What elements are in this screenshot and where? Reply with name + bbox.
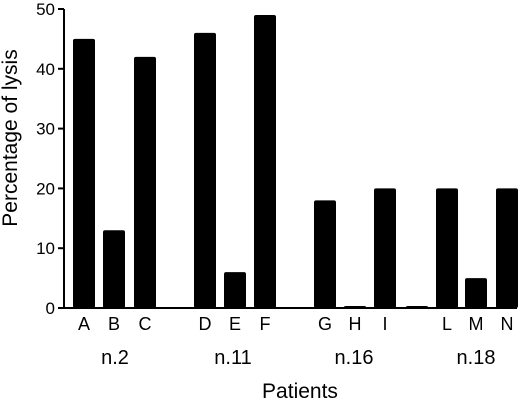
bar-D	[194, 32, 216, 309]
bar-A	[73, 38, 95, 309]
bar-unlabeled	[406, 306, 428, 308]
x-tick-label: H	[349, 314, 362, 334]
group-labels: n.2 n.11 n.16 n.18	[101, 347, 495, 369]
x-tick-label: I	[382, 314, 387, 334]
x-tick-label: B	[108, 314, 120, 334]
x-tick-label: G	[318, 314, 332, 334]
bar-H	[344, 306, 366, 308]
x-tick-label: M	[469, 314, 484, 334]
x-axis-title: Patients	[262, 380, 338, 403]
bar-N	[496, 188, 518, 308]
group-label: n.2	[101, 347, 129, 369]
y-tick-label: 50	[36, 0, 55, 19]
bar-I	[374, 188, 396, 308]
x-tick-label: D	[199, 314, 212, 334]
bar-G	[314, 200, 336, 308]
x-tick-label: A	[78, 314, 90, 334]
bars	[73, 14, 518, 309]
y-tick-label: 0	[46, 299, 55, 318]
bar-F	[254, 14, 276, 308]
x-tick-label: E	[229, 314, 241, 334]
bar-C	[134, 56, 156, 309]
y-axis-title: Percentage of lysis	[0, 49, 22, 226]
group-label: n.11	[214, 347, 251, 369]
bar-B	[103, 230, 125, 308]
x-tick-label: N	[501, 314, 514, 334]
group-label: n.18	[457, 347, 496, 369]
y-axis: 0 10 20 30 40 50	[36, 0, 65, 318]
y-tick-label: 30	[36, 120, 55, 139]
bar-L	[436, 188, 458, 308]
x-tick-label: F	[260, 314, 271, 334]
bar-M	[465, 278, 487, 308]
y-tick-label: 40	[36, 60, 55, 79]
bar-E	[224, 272, 246, 308]
y-tick-label: 10	[36, 239, 55, 258]
x-tick-label: L	[442, 314, 452, 334]
group-label: n.16	[335, 347, 374, 369]
y-tick-label: 20	[36, 179, 55, 198]
x-tick-label: C	[139, 314, 152, 334]
